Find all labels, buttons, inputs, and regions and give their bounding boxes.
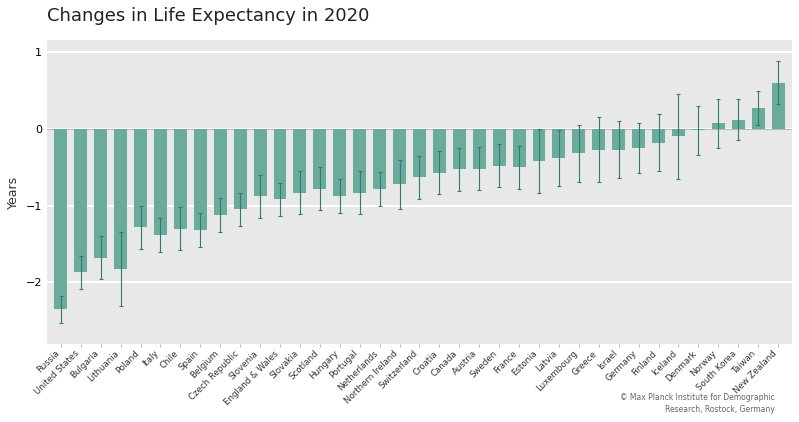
Bar — [154, 129, 167, 235]
Bar — [532, 129, 546, 161]
Bar — [333, 129, 346, 196]
Y-axis label: Years: Years — [7, 176, 20, 209]
Text: © Max Planck Institute for Demographic
Research, Rostock, Germany: © Max Planck Institute for Demographic R… — [620, 393, 775, 414]
Bar — [632, 129, 645, 148]
Bar — [393, 129, 406, 184]
Bar — [752, 108, 765, 129]
Bar — [712, 123, 725, 129]
Bar — [174, 129, 187, 229]
Bar — [433, 129, 446, 173]
Bar — [493, 129, 506, 166]
Bar — [453, 129, 466, 170]
Bar — [652, 129, 665, 143]
Bar — [513, 129, 526, 167]
Bar — [293, 129, 306, 192]
Bar — [313, 129, 326, 189]
Bar — [94, 129, 107, 258]
Bar — [194, 129, 207, 230]
Bar — [353, 129, 366, 192]
Bar — [214, 129, 227, 215]
Bar — [54, 129, 67, 309]
Bar — [692, 129, 705, 130]
Bar — [273, 129, 287, 200]
Bar — [114, 129, 127, 269]
Bar — [74, 129, 87, 273]
Bar — [253, 129, 267, 196]
Bar — [612, 129, 625, 149]
Bar — [413, 129, 426, 177]
Bar — [572, 129, 586, 153]
Bar — [732, 119, 745, 129]
Bar — [672, 129, 685, 136]
Bar — [233, 129, 247, 209]
Text: Changes in Life Expectancy in 2020: Changes in Life Expectancy in 2020 — [47, 7, 369, 25]
Bar — [592, 129, 606, 149]
Bar — [552, 129, 566, 158]
Bar — [134, 129, 147, 227]
Bar — [772, 83, 785, 129]
Bar — [473, 129, 486, 169]
Bar — [373, 129, 386, 189]
